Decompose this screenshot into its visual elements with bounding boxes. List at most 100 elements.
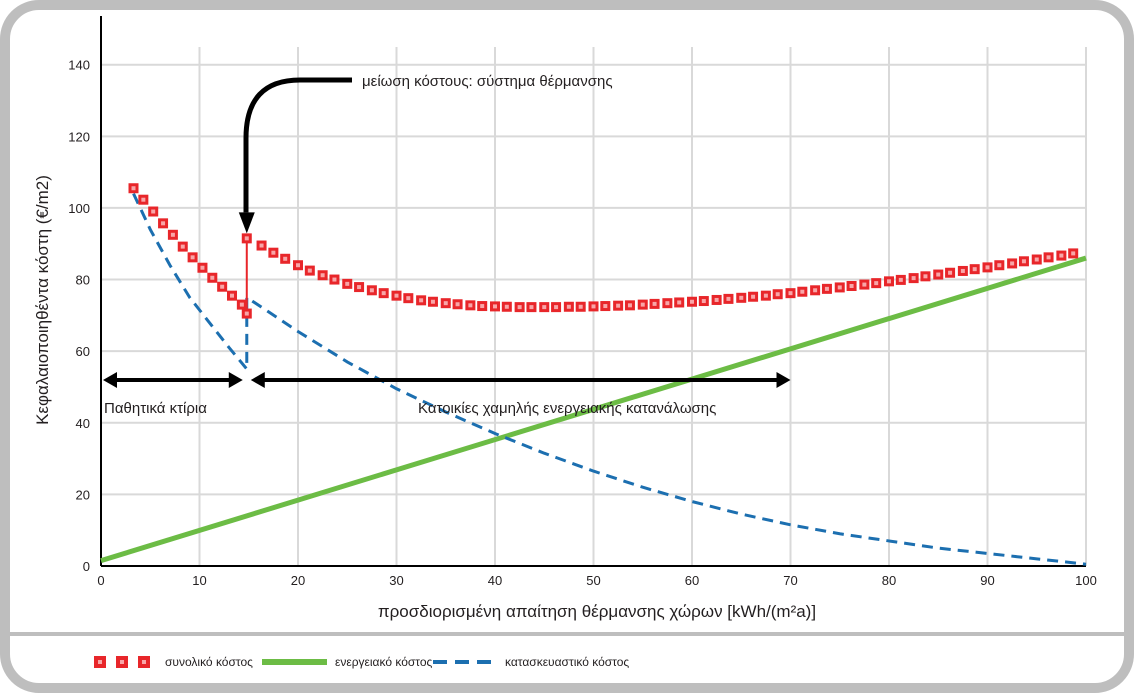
total-cost-marker-center	[1071, 251, 1076, 256]
x-tick-label: 70	[783, 573, 797, 588]
total-cost-marker-center	[180, 244, 185, 249]
x-tick-label: 100	[1075, 573, 1097, 588]
total-cost-marker-center	[714, 297, 719, 302]
total-cost-marker-center	[259, 243, 264, 248]
total-cost-marker-center	[210, 275, 215, 280]
total-cost-marker-center	[244, 311, 249, 316]
total-cost-marker-center	[381, 291, 386, 296]
total-cost-marker-center	[468, 303, 473, 308]
annotations: μείωση κόστους: σύστημα θέρμανσης Παθητικ…	[103, 73, 791, 417]
total-cost-marker-center	[1034, 257, 1039, 262]
total-cost-marker-center	[849, 283, 854, 288]
legend-label-total-cost: συνολικό κόστος	[165, 655, 253, 669]
x-tick-label: 40	[488, 573, 502, 588]
x-axis-title: προσδιορισμένη απαίτηση θέρμανσης χώρων …	[378, 602, 816, 621]
total-cost-marker-center	[480, 304, 485, 309]
total-cost-marker-center	[972, 267, 977, 272]
total-cost-marker-center	[455, 302, 460, 307]
total-cost-marker-center	[357, 285, 362, 290]
total-cost-marker-center	[307, 268, 312, 273]
total-cost-marker-center	[923, 274, 928, 279]
total-cost-marker-center	[874, 281, 879, 286]
y-tick-label: 40	[76, 416, 90, 431]
total-cost-marker-center	[230, 293, 235, 298]
total-cost-marker-center	[542, 305, 547, 310]
total-cost-marker-center	[406, 296, 411, 301]
series-line-energy-cost	[100, 255, 1087, 564]
y-tick-label: 20	[76, 487, 90, 502]
x-tick-label: 80	[882, 573, 896, 588]
total-cost-marker-center	[824, 286, 829, 291]
total-cost-marker-center	[677, 300, 682, 305]
total-cost-marker-center	[1059, 253, 1064, 258]
cost-reduction-label: μείωση κόστους: σύστημα θέρμανσης	[362, 73, 613, 90]
cost-reduction-arrow	[243, 77, 352, 213]
total-cost-marker-center	[529, 305, 534, 310]
total-cost-marker-center	[775, 292, 780, 297]
total-cost-marker-center	[141, 197, 146, 202]
total-cost-marker-center	[813, 288, 818, 293]
total-cost-marker-center	[862, 282, 867, 287]
total-cost-marker-center	[616, 303, 621, 308]
total-cost-marker-center	[578, 304, 583, 309]
y-tick-label: 80	[76, 273, 90, 288]
total-cost-marker-center	[788, 291, 793, 296]
total-cost-marker-center	[591, 304, 596, 309]
total-cost-marker-center	[985, 265, 990, 270]
total-cost-marker-center	[911, 276, 916, 281]
total-cost-marker-center	[603, 304, 608, 309]
total-cost-marker-center	[244, 236, 249, 241]
legend-label-construction-cost: κατασκευαστικό κόστος	[505, 655, 629, 669]
legend-swatch-total-cost-center	[98, 660, 102, 664]
total-cost-marker-center	[161, 221, 166, 226]
total-cost-marker-center	[948, 270, 953, 275]
total-cost-marker-center	[800, 289, 805, 294]
gridlines	[101, 47, 1087, 566]
total-cost-marker-center	[517, 305, 522, 310]
legend: συνολικό κόστος ενεργειακό κόστος κατασκ…	[94, 655, 629, 669]
low-energy-houses-range-arrow-head-left	[250, 372, 265, 388]
total-cost-marker-center	[566, 304, 571, 309]
total-cost-marker-center	[1021, 259, 1026, 264]
total-cost-marker-center	[443, 301, 448, 306]
total-cost-marker-center	[997, 263, 1002, 268]
passive-houses-label: Παθητικά κτίρια	[104, 400, 207, 417]
total-cost-marker-center	[369, 288, 374, 293]
total-cost-marker-center	[220, 284, 225, 289]
total-cost-marker-center	[726, 296, 731, 301]
total-cost-marker-center	[898, 277, 903, 282]
total-cost-marker-center	[1010, 261, 1015, 266]
y-axis-title: Κεφαλαιοποιηθέντα κόστη (€/m2)	[33, 175, 52, 425]
low-energy-houses-range-arrow-head-right	[776, 372, 791, 388]
total-cost-marker-center	[690, 299, 694, 304]
total-cost-marker-center	[640, 302, 645, 307]
total-cost-marker-center	[332, 277, 337, 282]
total-cost-marker-center	[554, 305, 559, 310]
total-cost-marker-center	[394, 293, 399, 298]
total-cost-marker-center	[345, 281, 350, 286]
y-tick-label: 0	[83, 559, 90, 574]
x-tick-label: 60	[685, 573, 699, 588]
plot-area	[100, 183, 1087, 566]
x-tick-label: 0	[97, 573, 104, 588]
total-cost-marker-center	[493, 304, 497, 309]
total-cost-marker-center	[751, 294, 756, 299]
total-cost-marker-center	[271, 250, 276, 255]
legend-swatch-total-cost-center	[120, 660, 124, 664]
total-cost-marker-center	[283, 256, 288, 261]
x-tick-label: 30	[389, 573, 403, 588]
total-cost-marker-center	[504, 304, 509, 309]
total-cost-marker-center	[170, 232, 175, 237]
total-cost-marker-center	[131, 186, 136, 191]
total-cost-marker-center	[296, 263, 300, 268]
legend-swatch-total-cost-center	[142, 660, 146, 664]
legend-label-energy-cost: ενεργειακό κόστος	[335, 655, 433, 669]
total-cost-marker-center	[1046, 255, 1051, 260]
x-tick-label: 20	[291, 573, 305, 588]
passive-houses-range-arrow-head-left	[103, 372, 117, 388]
low-energy-houses-label: Κατοικίες χαμηλής ενεργειακής κατανάλωση…	[418, 400, 716, 417]
total-cost-marker-center	[190, 255, 195, 260]
total-cost-marker-center	[430, 299, 435, 304]
